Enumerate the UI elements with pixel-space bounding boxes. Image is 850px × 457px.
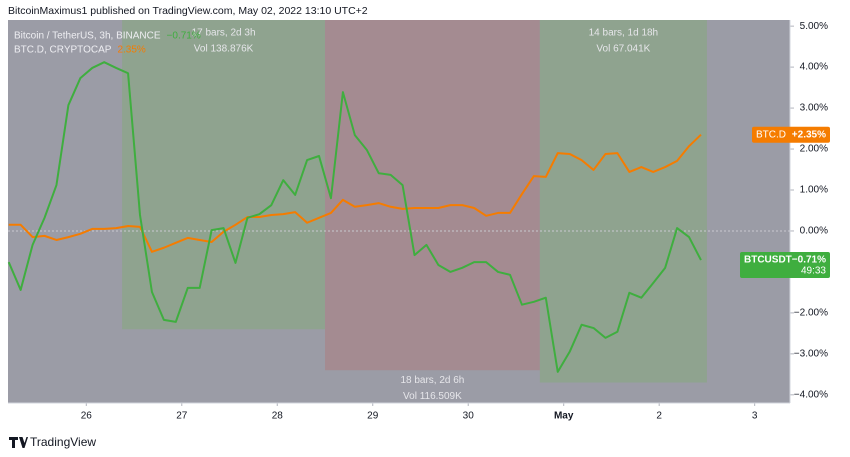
x-tick-label: 28 [272,411,284,422]
legend-label: BTC.D, CRYPTOCAP [14,45,112,56]
x-tick-label: 30 [463,411,475,422]
y-tick-label: −2.00% [794,308,828,319]
y-tick-label: 2.00% [800,144,828,155]
last-value-label: −0.71% [792,255,826,266]
range-box [325,20,540,371]
range-volume-label: Vol 67.041K [596,44,650,55]
footer-logo [9,437,28,448]
range-box [122,20,326,330]
y-tick-label: 4.00% [800,62,828,73]
x-tick-label: 26 [81,411,93,422]
y-tick-label: 0.00% [800,226,828,237]
range-bars-label: 17 bars, 2d 3h [192,28,256,39]
range-bars-label: 18 bars, 2d 6h [400,375,464,386]
y-tick-label: 3.00% [800,103,828,114]
last-value-box [740,252,830,279]
y-tick-label: 5.00% [800,21,828,32]
x-tick-label: May [554,411,574,422]
y-tick-label: 1.00% [800,185,828,196]
y-tick-label: −4.00% [794,389,828,400]
legend-value: −0.71% [167,31,201,42]
last-value-box [752,126,830,143]
x-tick-label: 29 [367,411,379,422]
x-tick-label: 3 [752,411,758,422]
last-value-label: +2.35% [792,129,826,140]
range-volume-label: Vol 116.509K [403,391,462,402]
series-name-tag: BTC.D [756,129,786,140]
header: BitcoinMaximus1 published on TradingView… [8,5,368,17]
range-volume-label: Vol 138.876K [194,44,254,55]
legend-label: Bitcoin / TetherUS, 3h, BINANCE [14,31,161,42]
series-line [8,133,702,253]
countdown-label: 49:33 [801,266,826,277]
footer-text: TradingView [30,435,96,449]
y-tick-label: −3.00% [794,348,828,359]
x-tick-label: 27 [176,411,188,422]
legend-value: 2.35% [117,45,145,56]
range-box [539,20,707,383]
x-tick-label: 2 [656,411,662,422]
range-bars-label: 14 bars, 1d 18h [589,28,659,39]
series-line [7,61,702,373]
series-name-tag: BTCUSDT [744,255,792,266]
